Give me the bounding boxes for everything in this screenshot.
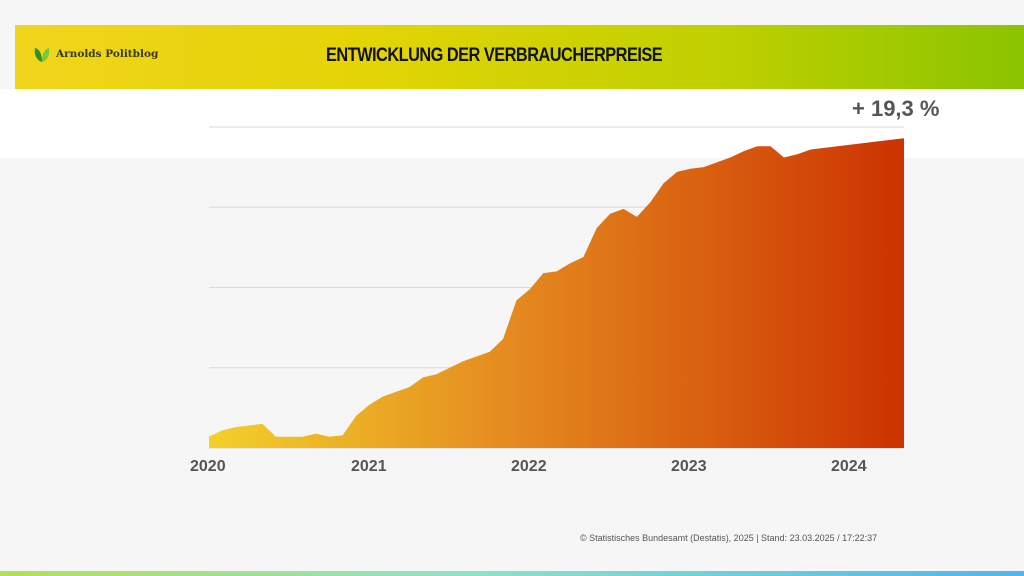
source-note: © Statistisches Bundesamt (Destatis), 20… [580,533,878,543]
page-title: ENTWICKLUNG DER VERBRAUCHERPREISE [326,45,663,66]
price-area [209,138,904,448]
leaf-icon [34,48,50,62]
logo[interactable]: Arnolds Politblog [33,43,158,65]
x-tick-label: 2020 [190,458,226,475]
logo-text: Arnolds Politblog [56,48,159,60]
x-tick-label: 2022 [511,458,547,475]
total-change-label: + 19,3 % [852,96,940,121]
x-tick-label: 2021 [351,458,387,475]
header-banner: Arnolds Politblog ENTWICKLUNG DER VERBRA… [15,25,1024,89]
x-tick-label: 2024 [831,458,867,475]
x-tick-label: 2023 [671,458,707,475]
bottom-accent-bar [0,571,1024,576]
